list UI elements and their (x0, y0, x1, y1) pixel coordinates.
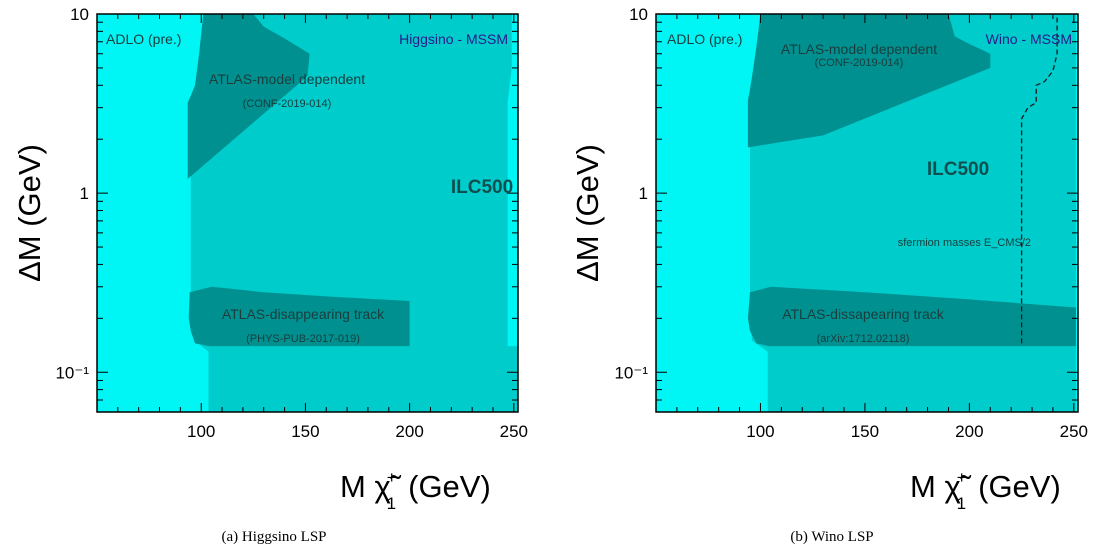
ilc500-label: ILC500 (927, 159, 989, 180)
sfermion-line-label: sfermion masses E_CMS/2 (898, 237, 1031, 249)
y-tick-label: 10⁻¹ (614, 363, 648, 382)
y-tick-label: 10⁻¹ (55, 363, 89, 382)
atlas-disappearing-track-label: ATLAS-dissapearing track (782, 306, 945, 322)
x-tick-label: 250 (1060, 422, 1088, 441)
figure-caption: (a) Higgsino LSP (222, 529, 327, 545)
y-tick-label: 10 (629, 5, 648, 24)
chart-panel-wino: 100 150 200 250 10⁻¹ 1 10 ΔM (GeV) M χ̃+ 1 (GeV) (b… (570, 5, 1088, 545)
y-tick-label: 1 (639, 184, 648, 203)
model-label: Higgsino - MSSM (399, 31, 508, 47)
region-atlas-dissapearing-track (747, 286, 1076, 347)
x-tick-label: 150 (851, 422, 879, 441)
y-axis-title: ΔM (GeV) (12, 144, 47, 282)
atlas-model-dependent-ref: (CONF-2019-014) (815, 57, 904, 69)
x-axis-title: M χ̃+ 1 (GeV) (910, 468, 1061, 513)
plot-frame (655, 13, 1079, 413)
y-tick-label: 1 (80, 184, 89, 203)
model-label: Wino - MSSM (986, 31, 1072, 47)
plot-frame (96, 13, 519, 413)
region-atlas-model-dependent (187, 14, 310, 179)
atlas-disappearing-track-ref: (arXiv:1712.02118) (817, 333, 910, 345)
line-sfermion-masses (1020, 14, 1058, 344)
atlas-model-dependent-label: ATLAS-model dependent (209, 71, 365, 87)
atlas-model-dependent-ref: (CONF-2019-014) (243, 98, 332, 110)
ilc500-label: ILC500 (451, 177, 513, 198)
y-axis-title: ΔM (GeV) (570, 144, 605, 282)
region-atlas-disappearing-track (188, 286, 410, 347)
atlas-disappearing-track-ref: (PHYS-PUB-2017-019) (246, 333, 360, 345)
atlas-model-dependent-label: ATLAS-model dependent (781, 41, 937, 57)
x-tick-label: 100 (187, 422, 215, 441)
x-axis-title: M χ̃+ 1 (GeV) (340, 468, 491, 513)
chart-panel-higgsino: 100 150 200 250 10⁻¹ 1 10 ΔM (GeV) M χ̃+ 1 (GeV) (a… (12, 5, 528, 545)
lep-label: ADLO (pre.) (667, 31, 742, 47)
atlas-disappearing-track-label: ATLAS-disappearing track (222, 306, 385, 322)
figure-caption: (b) Wino LSP (790, 529, 873, 545)
x-tick-label: 100 (746, 422, 774, 441)
region-atlas-model-dependent (747, 14, 991, 148)
x-tick-label: 200 (955, 422, 983, 441)
x-tick-label: 250 (500, 422, 528, 441)
x-tick-label: 150 (291, 422, 319, 441)
y-tick-label: 10 (70, 5, 89, 24)
x-tick-label: 200 (395, 422, 423, 441)
lep-label: ADLO (pre.) (106, 31, 181, 47)
